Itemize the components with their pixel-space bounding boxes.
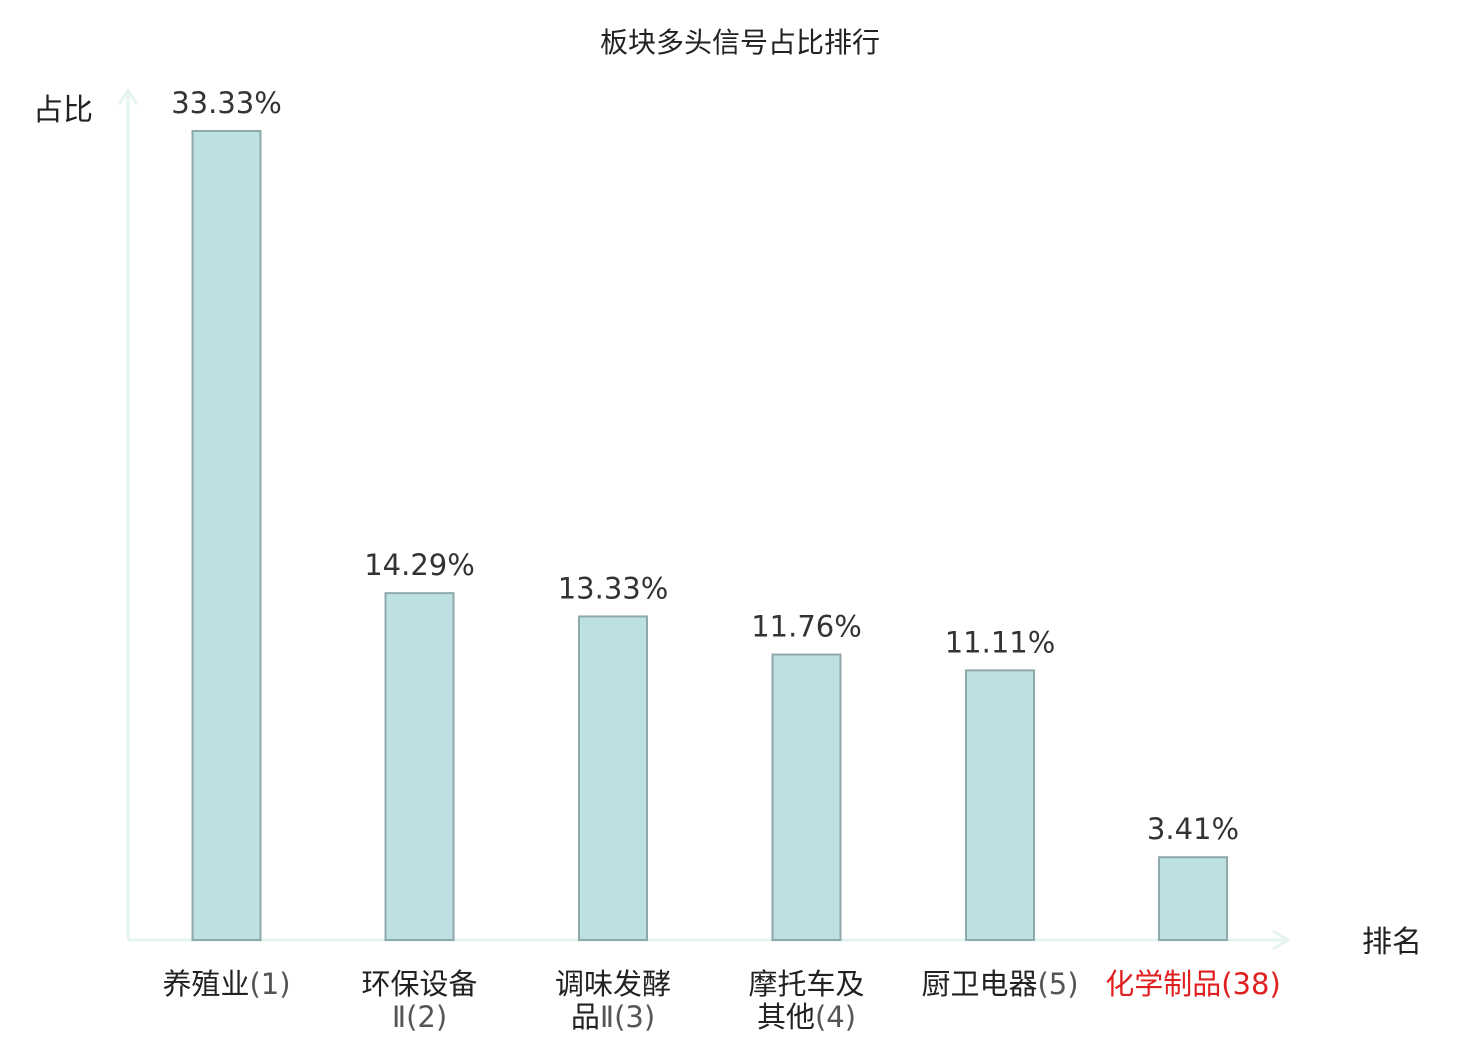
category-segment-2-2-1: Ⅱ(2) [392,1000,447,1034]
bars-layer [191,130,1228,942]
category-segment-3-2-2: Ⅱ(3) [600,1000,655,1034]
value-label-5: 11.11% [945,625,1056,659]
bar-3 [578,615,648,941]
bar-5 [965,669,1035,941]
category-line-1-1: 养殖业(1) [162,967,290,1001]
y-axis-label: 占比 [33,93,93,128]
category-segment-4-2-2: (4) [815,1000,856,1034]
x-axis-label: 排名 [1362,925,1422,960]
value-labels-layer: 33.33% 14.29% 13.33% 11.76% 11.11% 3.41% [171,86,1239,846]
category-segment-2-1-1: 环保设备 [361,967,477,1001]
value-label-6: 3.41% [1147,812,1239,846]
category-line-3-1: 调味发酵 [555,967,671,1001]
category-segment-1-1-1: 养殖业 [162,967,249,1001]
value-label-4: 11.76% [751,610,862,644]
category-segment-4-2-1: 其他 [757,1000,815,1034]
category-segment-1-1-2: (1) [249,967,290,1001]
category-line-5-1: 厨卫电器(5) [921,967,1078,1001]
bar-2 [384,592,455,942]
value-label-2: 14.29% [364,548,475,582]
value-label-1: 33.33% [171,86,282,120]
category-segment-4-1-1: 摩托车及 [748,967,864,1001]
bar-1 [191,130,262,941]
category-line-4-1: 摩托车及 [748,967,864,1001]
category-segment-3-2-1: 品 [571,1000,600,1034]
category-label-6: 化学制品(38) [1105,967,1281,1001]
chart-title: 板块多头信号占比排行 [600,26,880,59]
category-segment-3-1-1: 调味发酵 [555,967,671,1001]
category-line-3-2: 品Ⅱ(3) [571,1000,655,1034]
category-segment-5-1-1: 厨卫电器 [921,967,1037,1001]
category-line-2-1: 环保设备 [361,967,477,1001]
bar-6 [1158,856,1228,941]
category-label-5: 厨卫电器(5) [921,967,1078,1001]
y-axis-arrow [117,88,139,105]
category-line-2-2: Ⅱ(2) [392,1000,447,1034]
x-axis-arrow [1272,929,1291,951]
category-segment-5-1-2: (5) [1037,967,1078,1001]
category-segment-6-1-1: 化学制品(38) [1105,967,1281,1001]
value-label-3: 13.33% [558,571,669,605]
category-line-4-2: 其他(4) [757,1000,856,1034]
category-line-6-1: 化学制品(38) [1105,967,1281,1001]
category-label-1: 养殖业(1) [162,967,290,1001]
bar-4 [771,653,842,942]
